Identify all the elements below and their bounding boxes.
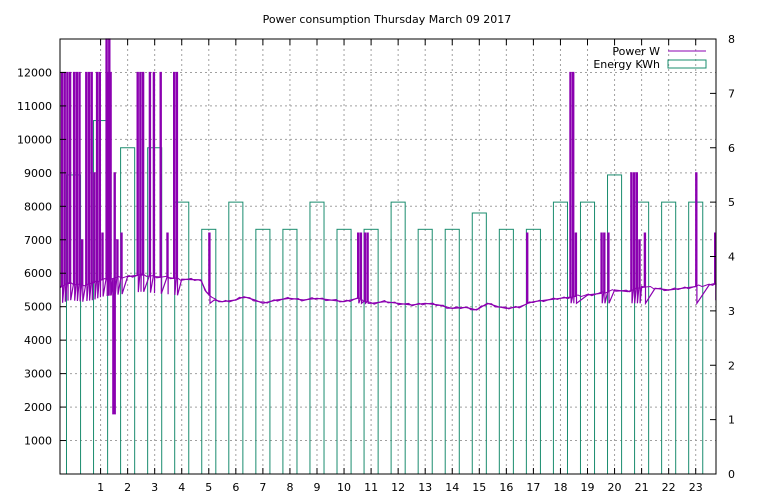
y-right-tick-label: 7 <box>728 87 735 100</box>
y-left-tick-label: 1000 <box>24 435 52 448</box>
legend-label-energy: Energy KWh <box>593 58 660 71</box>
x-tick-label: 3 <box>151 481 158 494</box>
y-right-tick-label: 3 <box>728 305 735 318</box>
x-tick-label: 19 <box>581 481 595 494</box>
y-right-tick-label: 8 <box>728 33 735 46</box>
y-left-tick-label: 5000 <box>24 301 52 314</box>
y-right-tick-label: 2 <box>728 359 735 372</box>
x-tick-label: 17 <box>526 481 540 494</box>
grid-layer <box>60 39 716 474</box>
y-right-tick-label: 6 <box>728 142 735 155</box>
y-left-tick-label: 10000 <box>17 133 52 146</box>
y-right-tick-label: 5 <box>728 196 735 209</box>
x-tick-label: 2 <box>124 481 131 494</box>
x-tick-label: 5 <box>205 481 212 494</box>
y-left-tick-label: 6000 <box>24 267 52 280</box>
x-tick-label: 6 <box>232 481 239 494</box>
x-tick-label: 1 <box>97 481 104 494</box>
x-tick-label: 7 <box>259 481 266 494</box>
power-series-line <box>59 38 717 415</box>
x-tick-label: 9 <box>313 481 320 494</box>
x-tick-label: 22 <box>662 481 676 494</box>
x-tick-label: 21 <box>635 481 649 494</box>
y-left-tick-label: 2000 <box>24 401 52 414</box>
legend: Power W Energy KWh <box>593 45 707 71</box>
x-tick-label: 8 <box>286 481 293 494</box>
y-left-tick-label: 9000 <box>24 167 52 180</box>
chart-title: Power consumption Thursday March 09 2017 <box>263 13 512 26</box>
power-line-layer <box>59 38 717 415</box>
axes-layer: 1 2 3 4 5 6 7 8 9 10 11 12 13 14 15 16 17 18 19 20 21 22 23100… <box>17 33 735 494</box>
x-tick-label: 12 <box>391 481 405 494</box>
y-right-tick-label: 0 <box>728 468 735 481</box>
y-left-tick-label: 7000 <box>24 234 52 247</box>
x-tick-label: 16 <box>499 481 513 494</box>
x-tick-label: 10 <box>337 481 351 494</box>
power-series-detail <box>59 273 717 311</box>
x-tick-label: 14 <box>445 481 459 494</box>
y-left-tick-label: 4000 <box>24 334 52 347</box>
legend-swatch-energy <box>667 59 707 69</box>
y-right-tick-label: 1 <box>728 414 735 427</box>
x-tick-label: 23 <box>689 481 703 494</box>
x-tick-label: 18 <box>553 481 567 494</box>
y-right-tick-label: 4 <box>728 251 735 264</box>
legend-label-power: Power W <box>612 45 660 58</box>
y-left-tick-label: 8000 <box>24 200 52 213</box>
x-tick-label: 4 <box>178 481 185 494</box>
x-tick-label: 11 <box>364 481 378 494</box>
x-tick-label: 20 <box>608 481 622 494</box>
x-tick-label: 13 <box>418 481 432 494</box>
x-tick-label: 15 <box>472 481 486 494</box>
y-left-tick-label: 11000 <box>17 100 52 113</box>
y-left-tick-label: 3000 <box>24 368 52 381</box>
y-left-tick-label: 12000 <box>17 66 52 79</box>
